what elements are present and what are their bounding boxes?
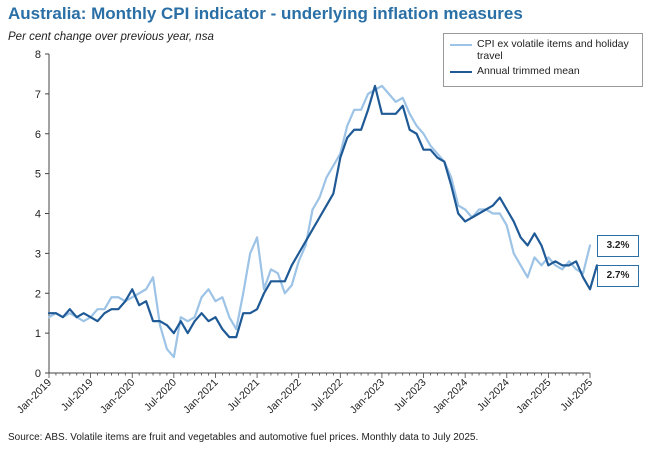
x-tick-label: Jan-2022	[264, 377, 304, 417]
x-tick-label: Jul-2020	[142, 377, 179, 414]
x-tick-label: Jul-2021	[225, 377, 262, 414]
x-tick-label: Jan-2020	[98, 377, 138, 417]
series-line-trimmed-mean	[47, 84, 599, 339]
callout-latest-cpi-ex-volatile: 3.2%	[597, 235, 639, 257]
x-tick-label: Jul-2023	[392, 377, 429, 414]
legend-label: CPI ex volatile items and holiday travel	[477, 38, 629, 62]
y-tick-label: 5	[35, 169, 41, 181]
x-tick-label: Jan-2021	[181, 377, 221, 417]
x-tick-label: Jan-2025	[514, 377, 554, 417]
legend-label: Annual trimmed mean	[477, 65, 580, 77]
legend-swatch-light	[450, 44, 472, 46]
x-tick-label: Jul-2025	[558, 377, 595, 414]
y-tick-label: 4	[35, 209, 41, 221]
y-tick-label: 8	[35, 49, 41, 61]
x-tick-label: Jul-2019	[59, 377, 96, 414]
x-tick-label: Jul-2024	[475, 377, 512, 414]
y-tick-label: 7	[35, 89, 41, 101]
chart-legend: CPI ex volatile items and holiday travel…	[443, 33, 643, 87]
x-tick-label: Jan-2023	[348, 377, 388, 417]
y-tick-label: 3	[35, 248, 41, 260]
source-note: Source: ABS. Volatile items are fruit an…	[8, 432, 479, 443]
legend-item-cpi-ex-volatile: CPI ex volatile items and holiday travel	[450, 38, 637, 62]
y-tick-label: 2	[35, 288, 41, 300]
y-tick-label: 1	[35, 328, 41, 340]
legend-item-trimmed-mean: Annual trimmed mean	[450, 65, 637, 77]
callout-latest-trimmed-mean: 2.7%	[597, 265, 639, 287]
x-tick-label: Jul-2022	[308, 377, 345, 414]
series-line-cpi-ex-volatile	[47, 84, 592, 359]
chart-title: Australia: Monthly CPI indicator - under…	[8, 4, 523, 23]
y-tick-label: 6	[35, 129, 41, 141]
legend-swatch-dark	[450, 71, 472, 73]
chart-subtitle: Per cent change over previous year, nsa	[8, 31, 214, 43]
x-tick-label: Jan-2019	[15, 377, 55, 417]
x-tick-label: Jan-2024	[431, 377, 471, 417]
y-tick-label: 0	[35, 368, 41, 380]
